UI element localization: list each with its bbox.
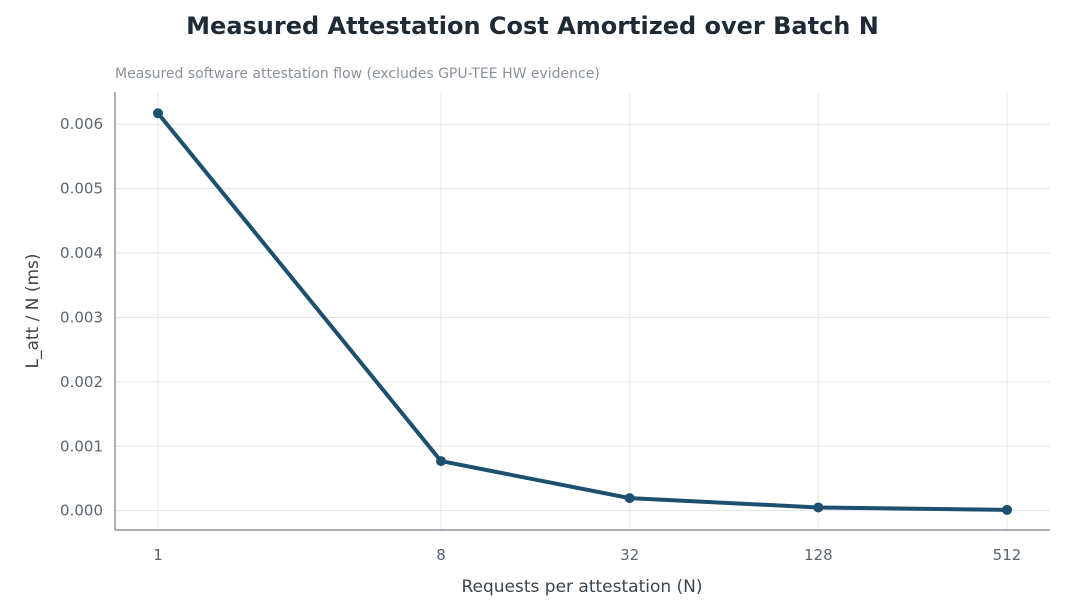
x-tick-label: 8 xyxy=(436,546,446,564)
x-tick-label: 128 xyxy=(804,546,833,564)
chart-title: Measured Attestation Cost Amortized over… xyxy=(186,12,879,40)
data-point xyxy=(1002,504,1012,515)
y-tick-label: 0.000 xyxy=(60,502,103,520)
y-tick-label: 0.004 xyxy=(60,244,103,262)
series-line xyxy=(156,111,1009,512)
y-tick-label: 0.005 xyxy=(60,180,103,198)
axes xyxy=(114,92,1050,531)
y-tick-label: 0.003 xyxy=(60,308,103,326)
data-point xyxy=(624,493,635,504)
y-axis-label: L_att / N (ms) xyxy=(23,253,43,368)
chart-subtitle: Measured software attestation flow (excl… xyxy=(115,66,600,82)
series-group xyxy=(153,108,1012,515)
y-tick-label: 0.001 xyxy=(60,437,103,455)
grid-lines xyxy=(115,92,1050,530)
data-point xyxy=(436,456,446,467)
data-point xyxy=(813,502,824,513)
y-tick-label: 0.006 xyxy=(60,115,103,133)
tick-labels: 0.000 0.001 0.002 0.003 0.004 0.005 0.006 1 8 32 1… xyxy=(60,115,1021,564)
x-tick-label: 512 xyxy=(993,546,1022,564)
x-tick-label: 32 xyxy=(620,546,639,564)
x-tick-label: 1 xyxy=(153,546,163,564)
y-tick-label: 0.002 xyxy=(60,373,103,391)
x-axis-label: Requests per attestation (N) xyxy=(461,577,702,597)
data-point xyxy=(153,108,163,119)
